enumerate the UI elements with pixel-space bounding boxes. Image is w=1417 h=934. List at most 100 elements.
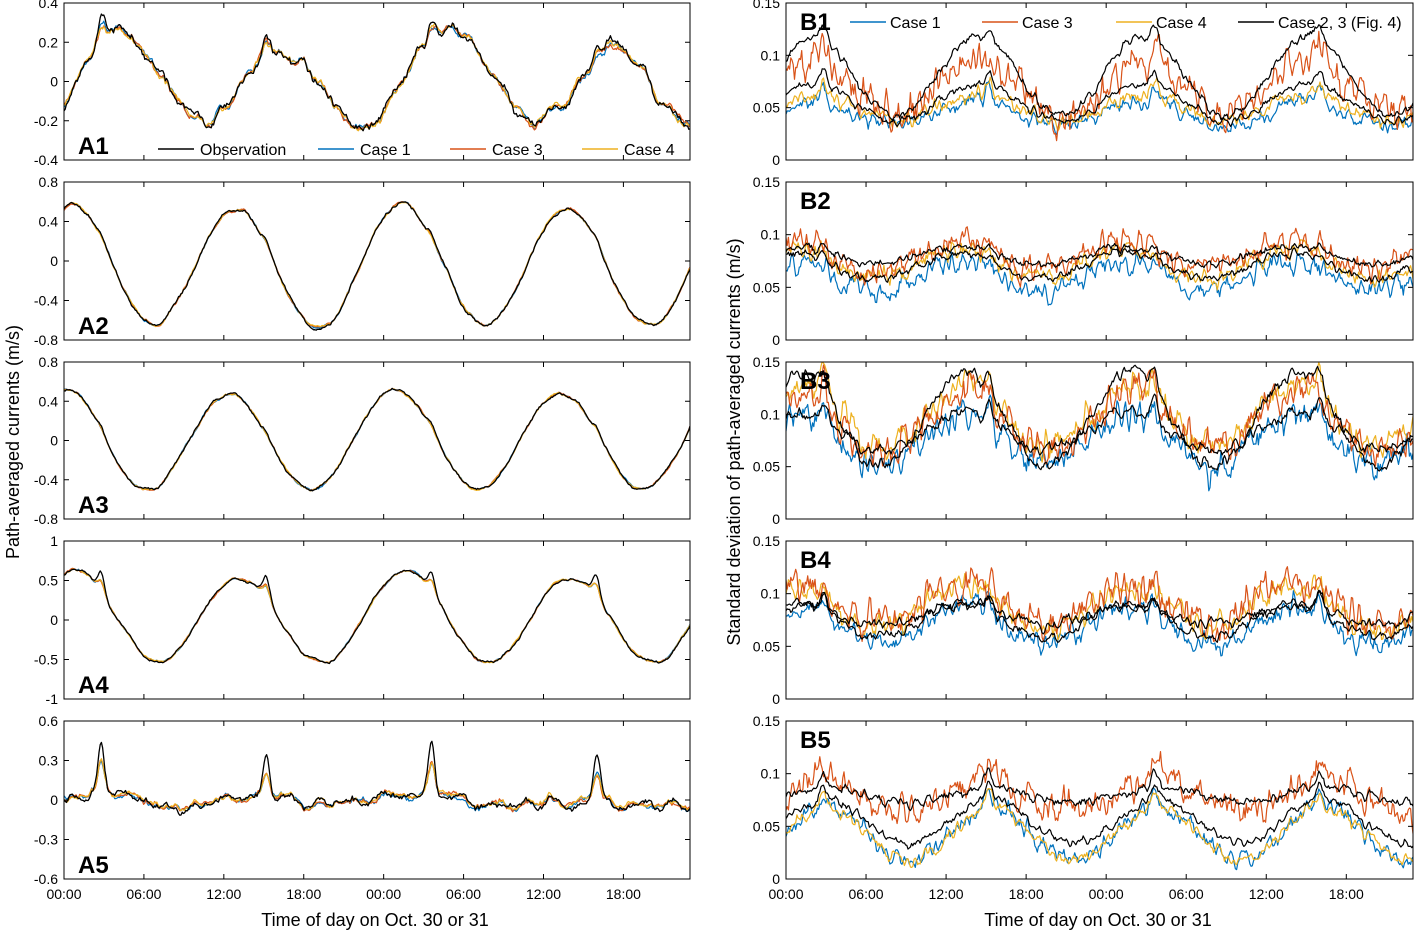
- series-group: [64, 13, 690, 132]
- y-tick-label: 0.2: [39, 34, 59, 50]
- axes-frame: [63, 540, 691, 700]
- y-tick-label: 0.05: [753, 818, 780, 834]
- series-line-case-4: [786, 76, 1413, 132]
- legend-entry: Observation: [200, 142, 286, 159]
- series-group: [786, 24, 1413, 142]
- series-line-case-3: [786, 364, 1413, 467]
- y-tick-label: -0.2: [34, 113, 58, 129]
- x-tick-label: 06:00: [849, 886, 884, 902]
- x-tick-label: 00:00: [46, 886, 81, 902]
- y-tick-label: -0.8: [34, 511, 58, 527]
- y-tick-label: 0.05: [753, 638, 780, 654]
- y-tick-label: 0.15: [753, 174, 780, 190]
- y-tick-label: 0: [772, 691, 780, 707]
- series-line-case-3: [64, 201, 690, 328]
- panel-b2: 0 0.05 0.1 0.15 B2: [753, 174, 1414, 348]
- series-line-case-2-3-fig-4-low: [786, 247, 1413, 283]
- series-line-observation: [64, 387, 690, 492]
- y-tick-label: 0.1: [761, 47, 781, 63]
- axes-frame: [785, 540, 1414, 700]
- series-line-case-1: [64, 201, 690, 329]
- x-tick-label: 06:00: [446, 886, 481, 902]
- series-line-case-4: [64, 23, 690, 132]
- series-line-case-3: [786, 751, 1413, 834]
- series-line-case-1: [786, 394, 1413, 492]
- legend-entry: Case 1: [360, 142, 411, 159]
- series-line-case-1: [64, 388, 690, 491]
- series-line-case-2-3-fig-4-low: [786, 589, 1413, 643]
- y-tick-label: 0: [50, 612, 58, 628]
- y-tick-label: 0.1: [761, 586, 781, 602]
- series-line-observation: [64, 740, 690, 816]
- series-line-case-2-3-fig-4-low: [786, 68, 1413, 128]
- legend-entry: Case 3: [492, 142, 543, 159]
- x-tick-label: 12:00: [526, 886, 561, 902]
- series-line-case-2-3-fig-4-low: [786, 780, 1413, 850]
- x-tick-label: 18:00: [286, 886, 321, 902]
- y-tick-label: -0.8: [34, 332, 58, 348]
- panel-label-b5: B5: [800, 727, 831, 754]
- legend-entry: Case 3: [1022, 15, 1073, 32]
- series-line-case-4: [64, 568, 690, 664]
- y-tick-label: -0.5: [34, 652, 58, 668]
- series-line-observation: [64, 13, 690, 132]
- series-line-observation: [64, 568, 690, 665]
- y-tick-label: -1: [46, 691, 59, 707]
- series-line-case-4: [64, 758, 690, 812]
- left-x-axis-label: Time of day on Oct. 30 or 31: [261, 910, 488, 930]
- y-tick-label: 0: [50, 253, 58, 269]
- y-tick-label: 0.4: [39, 393, 59, 409]
- x-tick-label: 00:00: [1089, 886, 1124, 902]
- y-tick-label: 0.3: [39, 753, 59, 769]
- x-tick-label: 12:00: [1249, 886, 1284, 902]
- axes-frame: [63, 361, 691, 520]
- axes-frame: [785, 181, 1414, 341]
- series-group: [786, 362, 1413, 492]
- legend: Observation Case 1 Case 3 Case 4: [158, 142, 675, 159]
- y-tick-label: 0.4: [39, 0, 59, 11]
- panel-a1: -0.4 -0.2 0 0.2 0.4 A1 Observation Case 1 Case 3…: [34, 0, 691, 168]
- y-tick-label: 0.8: [39, 174, 59, 190]
- series-line-case-3: [786, 566, 1413, 642]
- series-line-case-4: [64, 388, 690, 492]
- x-tick-label: 06:00: [1169, 886, 1204, 902]
- y-tick-label: 1: [50, 533, 58, 549]
- axes-frame: [63, 181, 691, 341]
- axes-frame: [63, 2, 691, 161]
- y-tick-label: 0: [772, 332, 780, 348]
- series-group: [786, 226, 1413, 306]
- series-line-case-2-3-fig-4: [786, 364, 1413, 472]
- y-tick-label: 0.1: [761, 227, 781, 243]
- y-tick-label: 0: [772, 511, 780, 527]
- axes-frame: [785, 720, 1414, 880]
- y-tick-label: -0.6: [34, 871, 58, 887]
- y-tick-label: 0.15: [753, 533, 780, 549]
- y-tick-label: 0.5: [39, 573, 59, 589]
- x-tick-label: 00:00: [366, 886, 401, 902]
- right-x-axis-label: Time of day on Oct. 30 or 31: [984, 910, 1211, 930]
- series-line-case-1: [64, 568, 690, 664]
- panel-label-a4: A4: [78, 672, 109, 699]
- y-tick-label: 0.6: [39, 713, 59, 729]
- series-line-case-3: [64, 23, 690, 131]
- series-group: [64, 201, 690, 331]
- panel-label-b3: B3: [800, 368, 831, 395]
- series-line-case-3: [64, 387, 690, 491]
- panel-label-b4: B4: [800, 547, 831, 574]
- panel-a2: -0.8 -0.4 0 0.4 0.8 A2: [34, 174, 691, 348]
- x-tick-label: 18:00: [1009, 886, 1044, 902]
- panel-a5: -0.6 -0.3 0 0.3 0.6 00:00 06:00 12:00 18:00 00:00…: [34, 713, 691, 902]
- panel-label-a2: A2: [78, 313, 109, 340]
- right-y-axis-label: Standard deviation of path-averaged curr…: [724, 238, 744, 645]
- panel-b5: 0 0.05 0.1 0.15 00:00 06:00 12:00 18:00 00:00 06:…: [753, 713, 1414, 902]
- panel-label-b1: B1: [800, 9, 831, 36]
- legend-entry: Case 2, 3 (Fig. 4): [1278, 15, 1402, 32]
- series-group: [786, 751, 1413, 871]
- panel-b1: 0 0.05 0.1 0.15 B1 Case 1 Case 3 Case 4 Case 2, …: [753, 0, 1414, 168]
- x-tick-label: 12:00: [206, 886, 241, 902]
- legend-entry: Case 1: [890, 15, 941, 32]
- y-tick-label: 0.05: [753, 459, 780, 475]
- y-tick-label: 0: [50, 433, 58, 449]
- y-tick-label: 0.8: [39, 354, 59, 370]
- series-line-case-2-3-fig-4: [786, 24, 1413, 121]
